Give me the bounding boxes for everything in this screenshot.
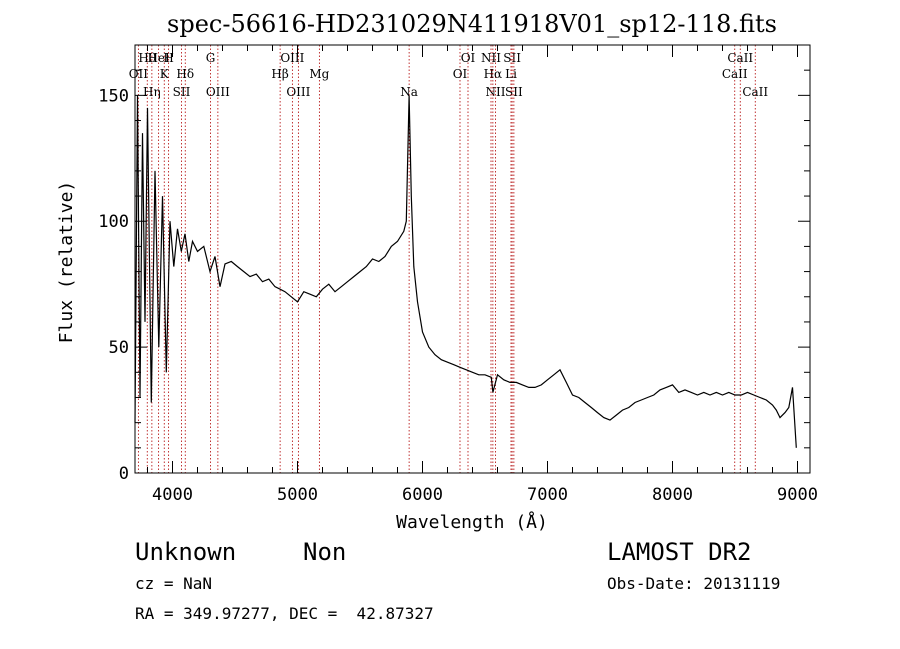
line-marker-label: G [206, 51, 216, 65]
line-marker-label: OI [461, 51, 476, 65]
line-marker-label: Hα [484, 67, 503, 81]
line-marker-label: Na [400, 85, 418, 99]
x-tick-label: 9000 [777, 485, 818, 505]
line-marker-label: CaII [742, 85, 768, 99]
x-tick-label: 6000 [402, 485, 443, 505]
line-marker-label: OIII [280, 51, 304, 65]
line-marker-label: HeI [147, 51, 170, 65]
y-tick-label: 150 [98, 86, 129, 106]
line-marker-label: Hθ [138, 51, 156, 65]
line-marker-label: NII [481, 51, 501, 65]
line-marker-label: Li [505, 67, 517, 81]
line-marker-label: CaII [727, 51, 753, 65]
line-markers: HθOIIHηHeIKSIIHHδOIIIGHβOIIIOIIIMgNaOIOI… [129, 45, 768, 473]
line-marker-label: NII [486, 85, 506, 99]
spectral-class: Unknown [135, 538, 237, 566]
x-tick-label: 8000 [652, 485, 693, 505]
x-axis-label: Wavelength (Å) [396, 511, 548, 533]
data-release: LAMOST DR2 [607, 538, 752, 566]
spectral-subclass: Non [303, 538, 347, 566]
x-tick-label: 5000 [277, 485, 318, 505]
line-marker-label: SII [503, 51, 521, 65]
line-marker-label: SII [505, 85, 523, 99]
line-marker-label: Mg [309, 67, 329, 81]
redshift-cz: cz = NaN [135, 574, 213, 593]
line-marker-label: CaII [722, 67, 748, 81]
line-marker-label: OIII [286, 85, 310, 99]
line-marker-label: OIII [206, 85, 230, 99]
line-marker-label: Hη [143, 85, 161, 99]
coordinates: RA = 349.97277, DEC = 42.87327 [135, 604, 434, 623]
y-tick-label: 100 [98, 212, 129, 232]
line-marker-label: Hβ [271, 67, 288, 81]
spectrum-chart: spec-56616-HD231029N411918V01_sp12-118.f… [56, 10, 818, 533]
line-marker-label: K [160, 67, 170, 81]
y-tick-label: 0 [119, 464, 129, 484]
y-tick-label: 50 [109, 338, 129, 358]
line-marker-label: Hδ [176, 67, 194, 81]
line-marker-label: OI [453, 67, 468, 81]
plot-frame [134, 44, 811, 474]
spectrum-line [134, 95, 797, 448]
chart-title: spec-56616-HD231029N411918V01_sp12-118.f… [167, 10, 777, 38]
line-marker-label: H [163, 51, 173, 65]
y-axis-label: Flux (relative) [56, 181, 77, 344]
axis-ticks: 4000 5000 6000 7000 8000 9000 0 50 100 150 [98, 45, 818, 505]
observation-date: Obs-Date: 20131119 [607, 574, 781, 593]
line-marker-label: SII [173, 85, 191, 99]
x-tick-label: 4000 [152, 485, 193, 505]
x-tick-label: 7000 [527, 485, 568, 505]
line-marker-label: OII [129, 67, 149, 81]
